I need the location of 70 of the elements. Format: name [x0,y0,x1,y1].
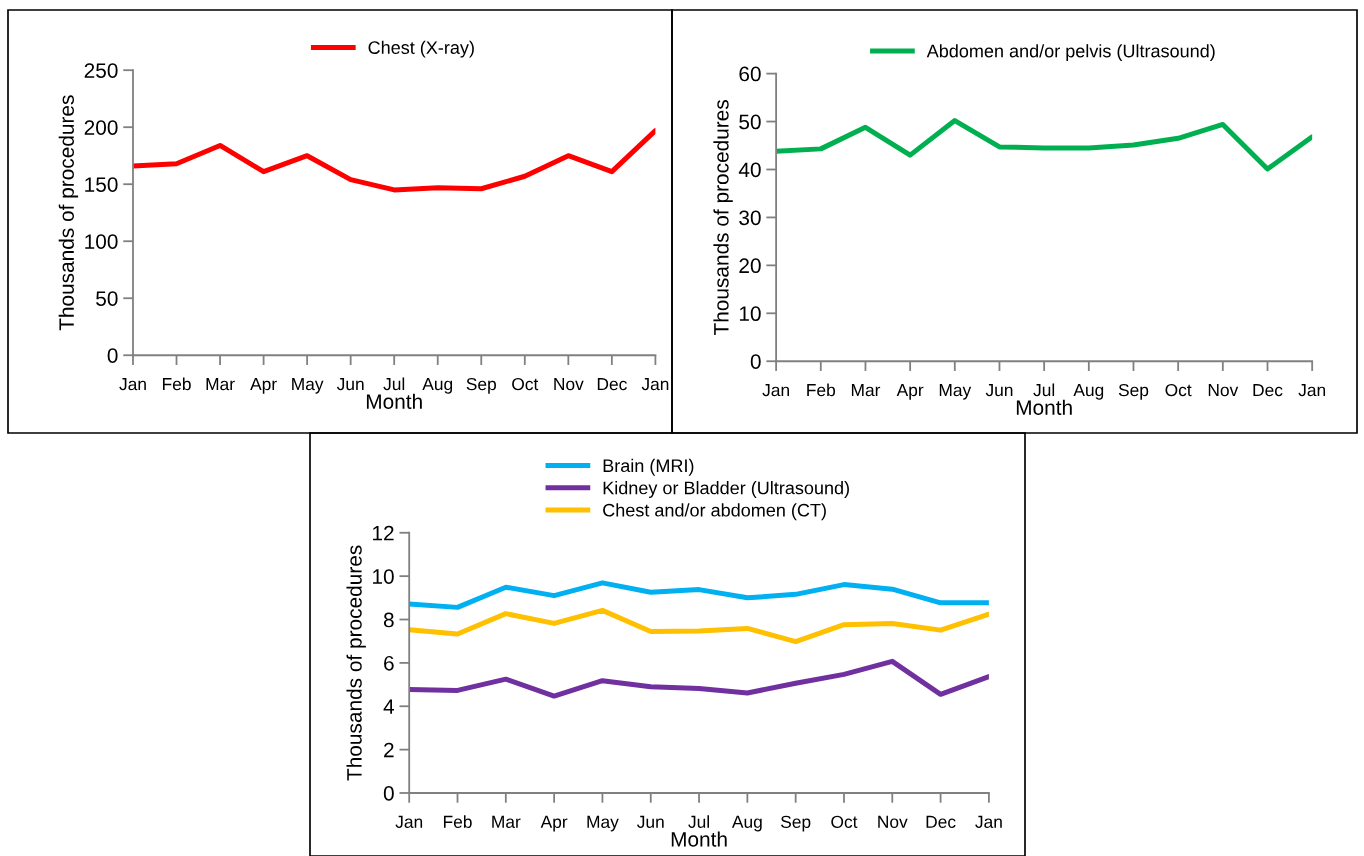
x-tick-label: Oct [1165,383,1192,397]
legend-label: Brain (MRI) [603,458,694,476]
x-tick-label: Feb [162,377,191,391]
x-tick-label: May [939,384,972,400]
y-tick-label: 4 [383,699,395,714]
x-tick-label: Jan [395,815,423,828]
x-tick-label: Jan [975,815,1002,828]
y-tick-label: 10 [373,569,394,584]
x-tick-label: Feb [443,815,472,828]
x-tick-label: Mar [851,384,881,397]
y-tick-label: 200 [84,120,118,135]
x-tick-label: Dec [926,815,956,828]
x-tick-label: Jun [637,815,664,828]
y-tick-label: 2 [384,742,394,758]
x-tick-label: Jul [1033,383,1055,397]
x-axis-title: Month [366,393,422,409]
y-tick-label: 0 [107,348,118,363]
x-tick-label: Jun [336,378,364,391]
x-tick-label: Jul [383,377,405,391]
x-tick-label: Sep [1118,383,1149,400]
x-tick-label: Nov [878,815,908,828]
y-tick-label: 30 [739,210,761,226]
x-tick-label: Mar [206,378,235,391]
x-tick-label: Aug [731,815,762,832]
y-axis-title: Thousands of procedures [58,95,79,331]
x-tick-label: Jun [985,384,1013,397]
x-tick-label: Oct [512,377,539,391]
x-tick-label: May [587,815,619,832]
y-tick-label: 0 [750,354,761,369]
x-tick-label: Aug [422,378,453,394]
y-tick-label: 20 [739,258,761,274]
y-tick-label: 250 [84,63,118,78]
y-tick-label: 10 [739,306,761,322]
x-tick-label: Jul [688,815,709,828]
y-tick-label: 0 [383,786,394,801]
x-tick-label: Apr [896,384,924,400]
x-tick-label: Oct [831,815,858,828]
y-axis-title: Thousands of procedures [346,545,366,781]
x-tick-label: Feb [807,383,836,397]
y-tick-label: 50 [739,114,761,130]
x-tick-label: Jan [641,378,669,391]
x-axis-title: Month [1016,399,1072,415]
x-tick-label: Apr [540,815,568,832]
x-tick-label: Jan [1298,384,1326,397]
x-tick-label: May [292,378,324,394]
x-tick-label: Sep [466,377,496,394]
x-tick-label: Jan [119,378,146,391]
y-tick-label: 12 [373,525,394,541]
x-tick-label: Dec [1253,384,1283,397]
legend-label: Chest and/or abdomen (CT) [603,503,826,521]
x-tick-label: Sep [781,815,811,832]
legend-label: Kidney or Bladder (Ultrasound) [603,481,849,498]
y-tick-label: 60 [739,66,761,82]
y-tick-label: 150 [85,177,118,192]
legend-label: Abdomen and/or pelvis (Ultrasound) [926,44,1215,61]
x-tick-label: Nov [554,378,584,391]
y-axis-title: Thousands of procedures [713,100,733,336]
x-axis-title: Month [671,831,727,847]
y-tick-label: 6 [384,655,394,671]
x-tick-label: Jan [762,384,789,397]
x-tick-label: Apr [250,378,277,394]
x-tick-label: Nov [1208,384,1239,397]
x-tick-label: Dec [597,378,627,391]
y-tick-label: 100 [85,234,118,249]
y-tick-label: 50 [96,291,118,306]
legend-label: Chest (X-ray) [368,40,474,58]
y-tick-label: 40 [738,162,761,178]
y-tick-label: 8 [383,612,394,628]
x-tick-label: Aug [1073,384,1104,400]
x-tick-label: Mar [492,815,521,828]
